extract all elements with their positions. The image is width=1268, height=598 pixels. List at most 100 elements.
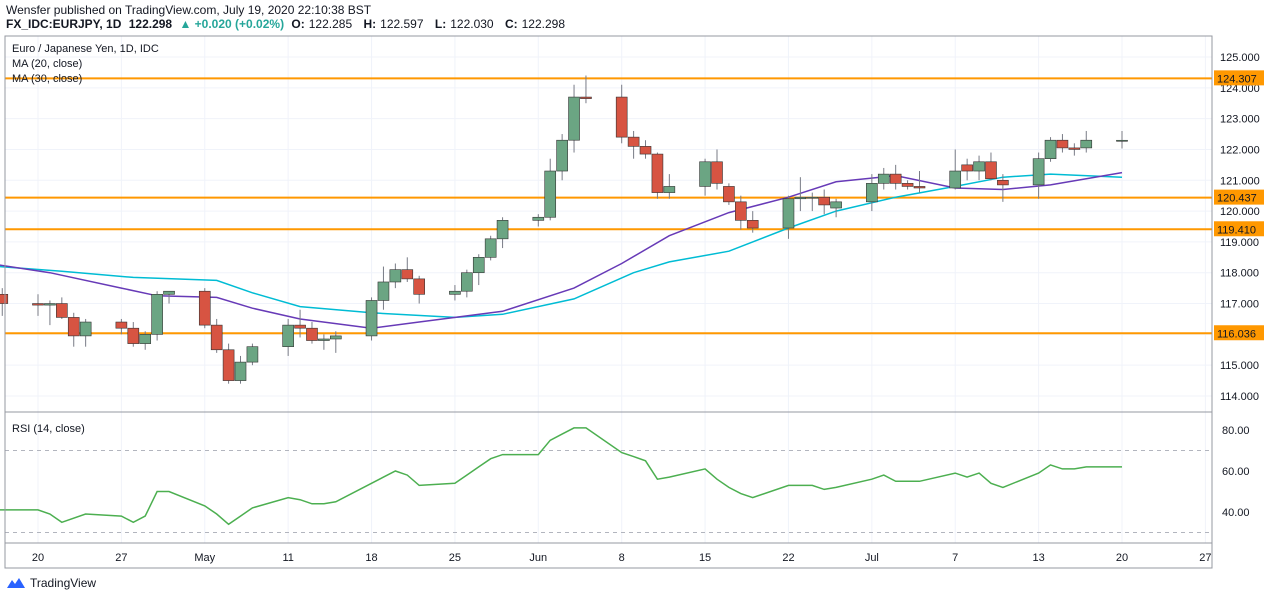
publish-info: Wensfer published on TradingView.com, Ju… — [6, 3, 372, 17]
candle — [294, 309, 306, 338]
candle — [735, 195, 747, 230]
candle-body — [997, 179, 1009, 186]
price-change: ▲ +0.020 (+0.02%) — [179, 17, 285, 31]
candle-body — [210, 324, 223, 351]
candle — [711, 149, 723, 190]
rsi-tick-label: 80.00 — [1222, 425, 1250, 437]
price-level-tag — [1214, 221, 1264, 237]
candle-body — [1044, 139, 1057, 160]
low-value: 122.030 — [450, 17, 494, 31]
candle — [32, 294, 44, 316]
candle-body — [544, 170, 557, 218]
candle-body — [44, 303, 56, 306]
open-value: 122.285 — [308, 17, 353, 31]
candle — [877, 167, 890, 190]
candle-body — [139, 334, 152, 344]
candle-body — [365, 300, 378, 337]
candle-body — [699, 161, 711, 187]
candle — [318, 334, 330, 350]
candle — [794, 177, 807, 212]
candle — [997, 174, 1009, 202]
high-label: H: — [363, 17, 377, 31]
footer-brand[interactable]: TradingView — [6, 576, 96, 590]
price-level-tag — [1214, 70, 1264, 86]
candle — [580, 75, 592, 104]
tradingview-logo-icon — [7, 578, 25, 588]
candle — [818, 189, 830, 215]
candle — [330, 331, 342, 353]
candle-body — [568, 96, 580, 141]
candle-body — [1056, 139, 1069, 149]
chart-frame — [4, 35, 1213, 569]
legend-title: Euro / Japanese Yen, 1D, IDC — [12, 43, 159, 55]
candle-body — [67, 317, 80, 337]
candle-body — [461, 272, 473, 292]
candle-body — [389, 269, 402, 283]
candle — [198, 288, 211, 329]
candle — [0, 288, 9, 316]
price-level-label: 116.036 — [1217, 328, 1256, 340]
candle-body — [151, 293, 163, 335]
candle — [615, 84, 628, 144]
candle — [866, 174, 878, 212]
candle-body — [806, 196, 819, 199]
candle — [306, 322, 318, 344]
low-label: L: — [434, 17, 447, 31]
candle-body — [484, 238, 497, 258]
candle — [163, 290, 175, 304]
price-level-label: 124.307 — [1217, 73, 1257, 85]
rsi-tick-label: 60.00 — [1222, 466, 1250, 478]
symbol-bar: FX_IDC:EURJPY, 1D 122.298 ▲ +0.020 (+0.0… — [6, 17, 573, 31]
price-tick-label: 114.000 — [1220, 391, 1259, 403]
candle — [449, 285, 461, 301]
candle — [401, 257, 414, 282]
time-tick-label: 11 — [282, 552, 293, 564]
time-tick-label: 22 — [782, 552, 794, 564]
high-value: 122.597 — [380, 17, 424, 31]
time-tick-label: 8 — [619, 552, 625, 564]
price-tick-label: 121.000 — [1220, 175, 1260, 187]
candle — [556, 134, 568, 181]
ma30-line — [0, 173, 1123, 319]
candle-body — [949, 170, 962, 189]
time-tick-label: 25 — [449, 552, 461, 564]
time-tick-label: 20 — [1116, 552, 1128, 564]
candle — [627, 130, 640, 159]
candle — [961, 158, 973, 181]
time-tick-label: 27 — [115, 552, 127, 564]
legend-rsi: RSI (14, close) — [12, 423, 85, 435]
candle-body — [127, 327, 140, 344]
candle — [461, 269, 473, 298]
candle-body — [0, 293, 9, 304]
candle-body — [1068, 147, 1081, 150]
candle — [1080, 130, 1093, 153]
candle-body — [556, 139, 568, 172]
price-tick-label: 117.000 — [1220, 299, 1259, 311]
candle — [806, 192, 819, 212]
time-tick-label: 15 — [699, 552, 711, 564]
price-tick-label: 115.000 — [1220, 360, 1259, 372]
candle-body — [663, 186, 676, 193]
candle-body — [532, 216, 545, 221]
legend-ma20: MA (20, close) — [12, 58, 82, 70]
candle — [115, 318, 128, 335]
candle — [1056, 134, 1069, 153]
candle — [544, 158, 557, 221]
price-tick-label: 122.000 — [1220, 144, 1260, 156]
candle-body — [32, 303, 44, 306]
candle — [472, 254, 485, 286]
symbol[interactable]: FX_IDC:EURJPY, 1D — [6, 17, 122, 31]
time-tick-label: 27 — [1199, 552, 1211, 564]
candle-body — [627, 136, 640, 147]
close-label: C: — [504, 17, 518, 31]
candle-body — [985, 161, 997, 180]
candle-body — [198, 290, 211, 326]
price-level-tag — [1214, 325, 1264, 341]
candle — [44, 300, 56, 326]
candle-body — [735, 201, 747, 221]
candle-body — [330, 335, 342, 340]
candle-body — [413, 278, 425, 295]
candle-body — [282, 324, 294, 347]
candle — [79, 318, 92, 347]
